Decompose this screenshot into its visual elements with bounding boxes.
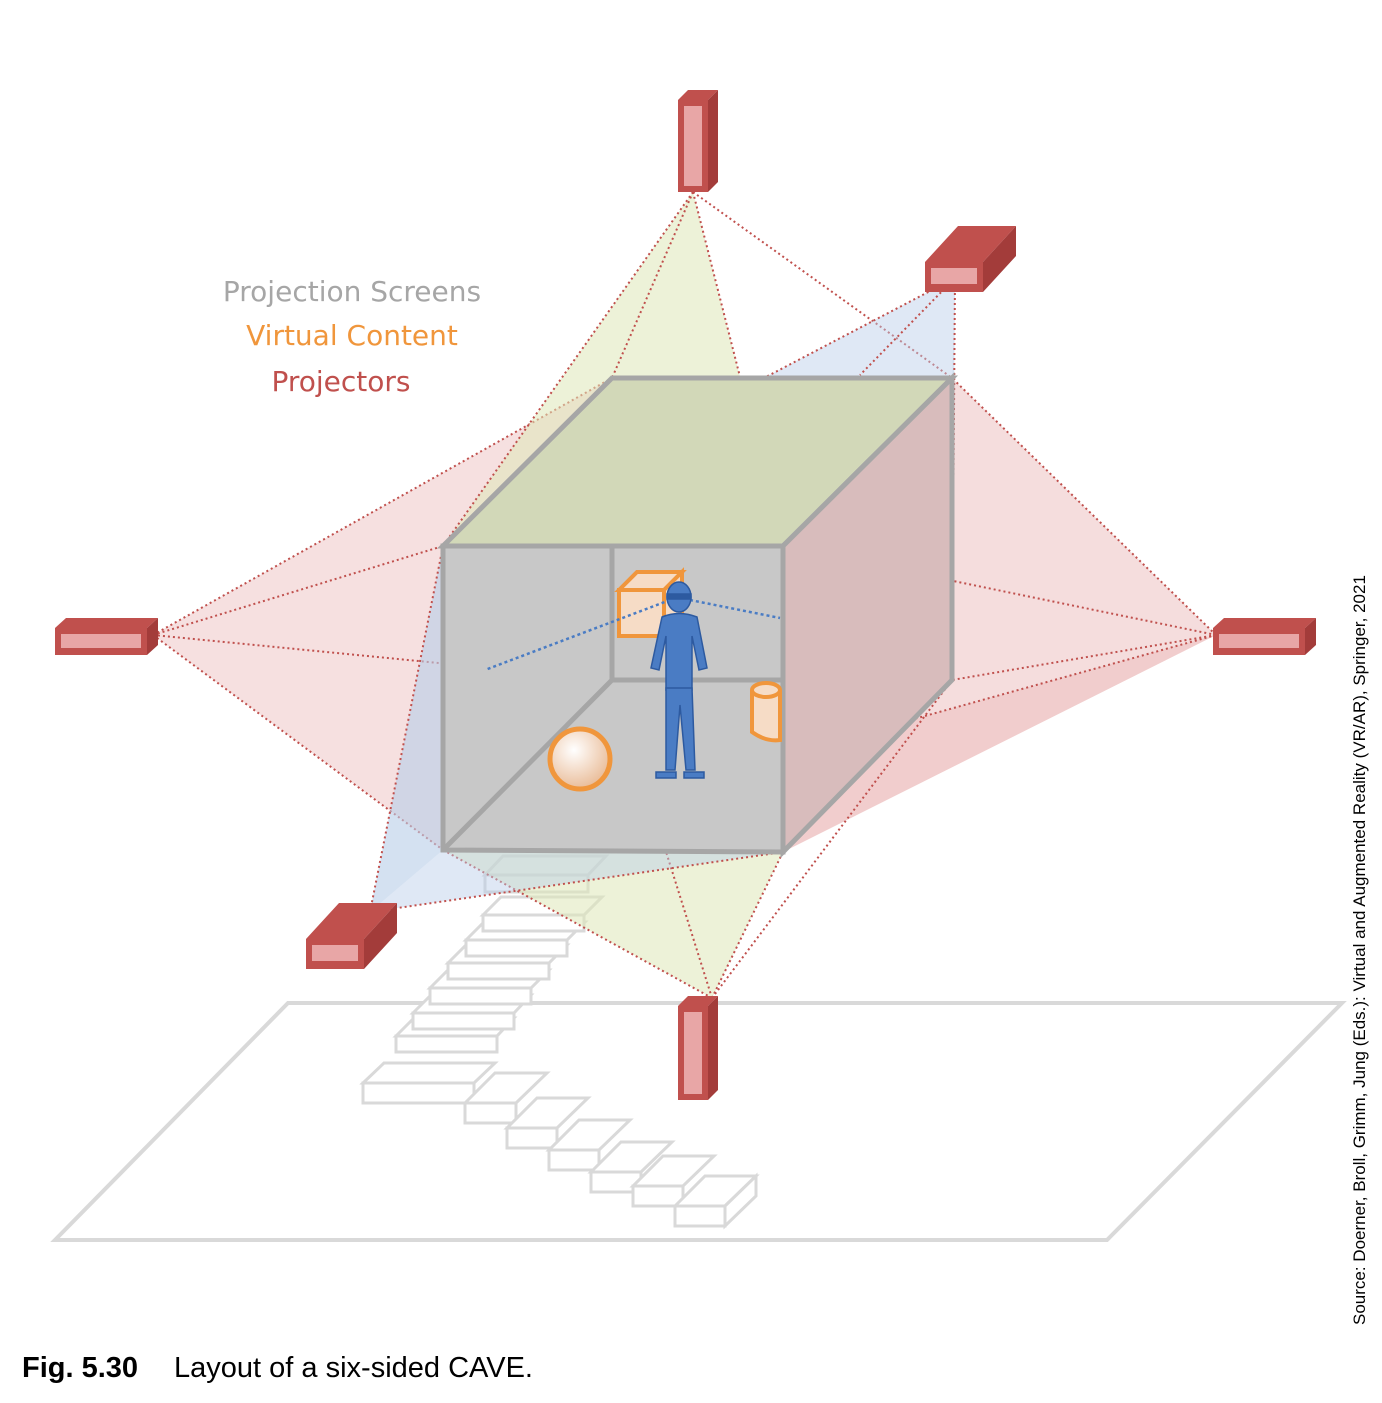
projector-icon <box>55 90 1316 1100</box>
projection-front <box>369 545 784 913</box>
stair-step <box>545 1118 634 1172</box>
source-credit: Source: Doerner, Broll, Grimm, Jung (Eds… <box>1350 575 1369 1325</box>
stair-step <box>629 1154 718 1208</box>
floor-outline <box>50 1001 1347 1242</box>
legend-content: Virtual Content <box>246 319 458 352</box>
person-icon <box>650 581 708 779</box>
stairs-icon <box>359 1061 760 1230</box>
cylinder-icon <box>750 681 782 743</box>
figure-label: Fig. 5.30 <box>22 1352 139 1384</box>
stair-step <box>671 1174 760 1228</box>
gaze-ray-left <box>484 598 671 672</box>
legend-screens: Projection Screens <box>223 275 481 308</box>
stair-step <box>359 1061 499 1105</box>
projector-bottom <box>678 996 718 1100</box>
stair-step <box>587 1140 676 1194</box>
projector-top <box>678 90 718 192</box>
figure-caption: Fig. 5.30 Layout of a six-sided CAVE. <box>22 1352 533 1385</box>
legend: Projection Screens Virtual Content Proje… <box>223 275 481 398</box>
sphere-icon <box>547 726 613 792</box>
stair-step <box>503 1096 592 1150</box>
projector-front <box>306 903 397 969</box>
projector-right <box>1213 618 1316 655</box>
figure-caption-text: Layout of a six-sided CAVE. <box>174 1352 533 1384</box>
projector-back <box>925 226 1016 292</box>
projector-left <box>55 618 158 655</box>
legend-projectors: Projectors <box>271 365 410 398</box>
